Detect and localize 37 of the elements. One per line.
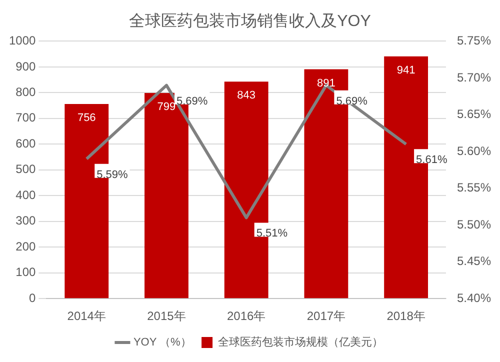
y2-tick-label: 5.40% [456,290,492,305]
data-label: 5.51% [256,228,288,240]
y-tick-label: 300 [16,214,36,228]
y-tick-label: 400 [16,188,36,202]
x-tick-label: 2017年 [306,309,346,324]
data-label: 5.59% [96,168,128,181]
y-tick-label: 0 [29,290,36,305]
data-label: 5.69% [336,95,368,108]
data-label: 5.61% [416,154,448,166]
y-tick-label: 600 [16,136,36,150]
y-tick-label: 200 [16,239,36,254]
y2-tick-label: 5.65% [456,107,492,122]
y-tick-label: 800 [16,84,36,99]
data-label: 941 [396,64,416,76]
y-tick-label: 100 [16,265,36,280]
legend-label: 全球医药包装市场规模（亿美元） [218,336,384,349]
chart-title: 全球医药包装市场销售收入及YOY [129,12,372,30]
y-tick-label: 500 [16,162,36,176]
data-label: 756 [77,112,96,124]
y-tick-label: 700 [16,110,36,125]
y2-tick-label: 5.70% [456,70,492,84]
y2-tick-label: 5.45% [456,254,492,268]
x-tick-label: 2014年 [67,309,106,324]
data-label: 799 [157,100,176,113]
y2-tick-label: 5.55% [456,180,492,195]
x-tick-label: 2018年 [386,309,426,324]
legend-label: YOY （%） [133,336,192,349]
x-tick-label: 2016年 [226,309,266,324]
y-tick-label: 1000 [8,34,36,48]
y2-tick-label: 5.75% [456,34,492,48]
data-label: 5.69% [176,95,208,108]
y2-tick-label: 5.50% [456,217,492,232]
data-label: 891 [317,77,336,90]
x-tick-label: 2015年 [147,309,186,324]
data-label: 843 [237,90,256,102]
y2-tick-label: 5.60% [456,144,492,158]
y-tick-label: 900 [16,59,36,74]
